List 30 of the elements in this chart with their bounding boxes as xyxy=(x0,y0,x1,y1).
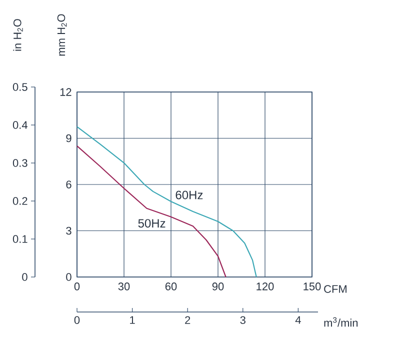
x-tick-label: 90 xyxy=(212,282,224,290)
y-axis-title: mm H$_{2}$O xyxy=(57,14,67,56)
y2-tick-label: 0.3 xyxy=(12,159,28,167)
x2-tick-label: 1 xyxy=(130,316,135,324)
x2-tick-label: 0 xyxy=(74,316,80,324)
y-tick-label: 12 xyxy=(60,88,72,96)
x-tick-label: 150 xyxy=(304,282,321,290)
series-label: 50Hz xyxy=(138,219,166,228)
x-tick-label: 120 xyxy=(256,282,274,290)
y2-tick-label: 0.2 xyxy=(12,197,28,205)
x-axis-title: CFM xyxy=(324,285,346,293)
series-label: 60Hz xyxy=(176,190,203,200)
y2-tick-label: 0 xyxy=(22,273,28,281)
y2-axis-title: in H$_{2}$O xyxy=(13,19,23,51)
y2-tick-label: 0.1 xyxy=(12,235,28,243)
y2-tick-label: 0.4 xyxy=(12,121,28,129)
y-tick-label: 3 xyxy=(66,226,72,235)
x2-tick-label: 4 xyxy=(295,316,301,324)
x2-tick-label: 2 xyxy=(185,316,190,324)
x-tick-label: 0 xyxy=(74,282,80,290)
x2-tick-label: 3 xyxy=(240,316,246,324)
x2-axis-title: m$^{3}$/min xyxy=(324,317,358,327)
y-tick-label: 0 xyxy=(66,273,72,281)
line-series xyxy=(76,145,226,278)
x-tick-label: 30 xyxy=(118,282,130,290)
line-series xyxy=(76,126,257,278)
y-tick-label: 9 xyxy=(66,134,72,142)
y2-tick-label: 0.5 xyxy=(12,83,28,91)
x-tick-label: 60 xyxy=(165,282,177,290)
y-tick-label: 6 xyxy=(66,180,72,188)
